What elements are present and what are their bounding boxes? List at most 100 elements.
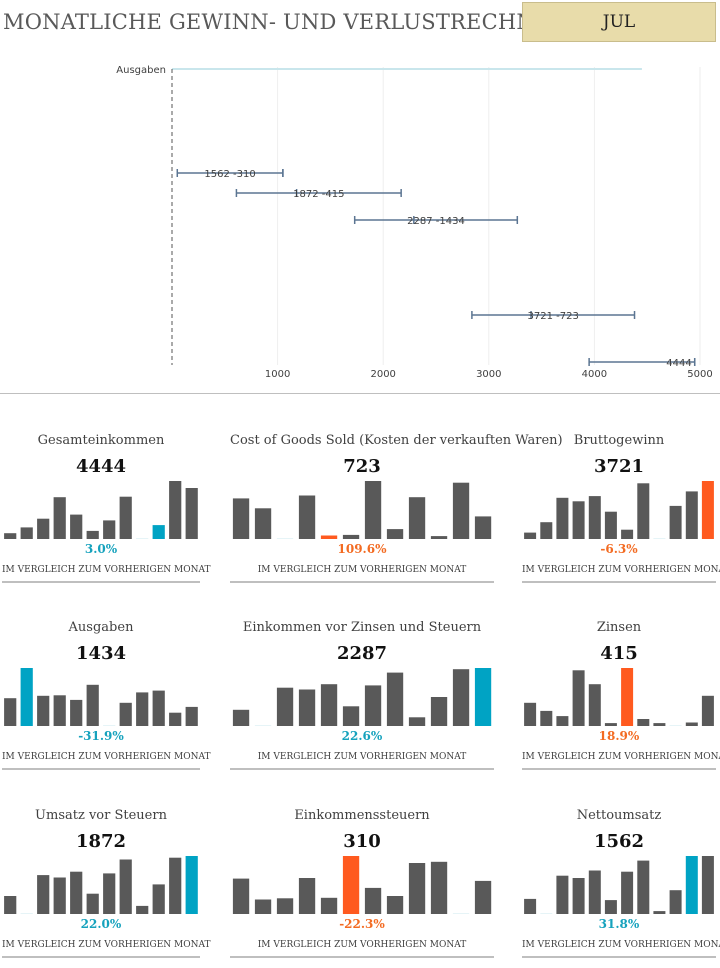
x-tick-label: 5000 <box>687 369 712 380</box>
sparkline-bar <box>474 516 492 539</box>
kpi-card: Einkommenssteuern 310 -22.3% IM VERGLEICH Z… <box>230 798 494 968</box>
kpi-value: 1434 <box>75 643 127 664</box>
sparkline-bar <box>452 669 470 726</box>
sparkline-bar <box>276 687 294 726</box>
sparkline-bar <box>474 668 492 726</box>
sparkline-bar <box>86 684 99 726</box>
sparkline-bar <box>103 725 116 726</box>
sparkline-bar <box>4 896 17 914</box>
kpi-value: 723 <box>343 456 381 477</box>
kpi-underline <box>2 956 200 958</box>
kpi-card: Umsatz vor Steuern 1872 22.0% IM VERGLEICH … <box>2 798 211 968</box>
sparkline-bar <box>604 900 617 914</box>
kpi-sparkline <box>4 856 198 914</box>
sparkline-bar <box>452 482 470 539</box>
kpi-caption: IM VERGLEICH ZUM VORHERIGEN MONAT <box>257 940 467 950</box>
kpi-value: 1562 <box>593 831 645 852</box>
sparkline-bar <box>556 497 569 539</box>
sparkline-bar <box>298 878 316 914</box>
kpi-change-percent: 109.6% <box>337 542 387 556</box>
kpi-title: Umsatz vor Steuern <box>35 808 167 823</box>
month-selector[interactable]: JUL <box>522 2 716 42</box>
sparkline-bar <box>653 723 666 726</box>
sparkline-bar <box>20 527 33 539</box>
kpi-change-percent: 22.0% <box>80 917 122 931</box>
sparkline-bar <box>86 893 99 914</box>
kpi-caption: IM VERGLEICH ZUM VORHERIGEN MONAT <box>2 752 211 762</box>
kpi-value: 4444 <box>75 456 127 477</box>
sparkline-bar <box>152 690 165 726</box>
sparkline-bar <box>70 871 83 914</box>
sparkline-bar <box>637 483 650 539</box>
sparkline-bar <box>276 898 294 914</box>
sparkline-bar <box>169 712 182 726</box>
sparkline-bar <box>37 695 50 726</box>
kpi-title: Bruttogewinn <box>573 433 665 448</box>
sparkline-bar <box>37 518 50 539</box>
kpi-sparkline <box>232 856 492 914</box>
category-label: Ausgaben <box>116 65 166 76</box>
kpi-card: Ausgaben 1434 -31.9% IM VERGLEICH ZUM VORHE… <box>2 610 211 780</box>
sparkline-bar <box>588 496 601 539</box>
sparkline-bar <box>430 697 448 726</box>
sparkline-bar <box>136 538 149 539</box>
kpi-card: Einkommen vor Zinsen und Steuern 2287 22.6… <box>230 610 494 780</box>
sparkline-bar <box>408 497 426 539</box>
sparkline-bar <box>524 702 537 726</box>
sparkline-bar <box>572 878 585 914</box>
sparkline-bar <box>169 481 182 539</box>
sparkline-bar <box>320 897 338 914</box>
sparkline-bar <box>37 875 50 914</box>
kpi-sparkline <box>4 668 198 726</box>
kpi-change-percent: -22.3% <box>339 917 385 931</box>
kpi-sparkline <box>232 481 492 539</box>
sparkline-bar <box>276 538 294 539</box>
sparkline-bar <box>572 670 585 726</box>
sparkline-bar <box>669 505 682 539</box>
kpi-change-percent: -31.9% <box>78 729 124 743</box>
sparkline-bar <box>386 529 404 539</box>
sparkline-bar <box>364 685 382 726</box>
month-label: JUL <box>602 12 636 32</box>
kpi-value: 1872 <box>75 831 127 852</box>
kpi-title: Ausgaben <box>68 620 134 635</box>
sparkline-bar <box>342 534 360 539</box>
kpi-title: Gesamteinkommen <box>37 433 165 448</box>
sparkline-bar <box>119 859 132 914</box>
sparkline-bar <box>70 514 83 539</box>
sparkline-bar <box>653 911 666 914</box>
sparkline-bar <box>588 684 601 726</box>
sparkline-bar <box>342 856 360 914</box>
kpi-card: Cost of Goods Sold (Kosten der verkaufte… <box>230 423 563 593</box>
x-tick-label: 1000 <box>265 369 290 380</box>
sparkline-bar <box>621 871 634 914</box>
section-divider <box>0 393 720 394</box>
sparkline-bar <box>342 706 360 726</box>
kpi-underline <box>522 956 716 958</box>
kpi-underline <box>522 581 716 583</box>
x-tick-label: 3000 <box>476 369 501 380</box>
sparkline-bar <box>53 497 66 539</box>
kpi-title: Cost of Goods Sold (Kosten der verkaufte… <box>230 433 563 448</box>
range-data-label: 2287 -1434 <box>407 216 465 227</box>
sparkline-bar <box>474 880 492 914</box>
kpi-title: Zinsen <box>596 620 642 635</box>
kpi-change-percent: 3.0% <box>84 542 118 556</box>
sparkline-bar <box>653 538 666 539</box>
sparkline-bar <box>185 706 198 726</box>
sparkline-bar <box>86 530 99 539</box>
sparkline-bar <box>254 508 272 539</box>
sparkline-bar <box>621 668 634 726</box>
kpi-sparkline <box>4 481 198 539</box>
sparkline-bar <box>136 692 149 726</box>
kpi-change-percent: 31.8% <box>598 917 640 931</box>
sparkline-bar <box>320 684 338 726</box>
sparkline-bar <box>169 857 182 914</box>
kpi-caption: IM VERGLEICH ZUM VORHERIGEN MONAT <box>2 940 211 950</box>
kpi-change-percent: -6.3% <box>600 542 638 556</box>
sparkline-bar <box>386 896 404 914</box>
sparkline-bar <box>20 913 33 914</box>
sparkline-bar <box>103 873 116 914</box>
sparkline-bar <box>136 905 149 914</box>
sparkline-bar <box>430 861 448 914</box>
